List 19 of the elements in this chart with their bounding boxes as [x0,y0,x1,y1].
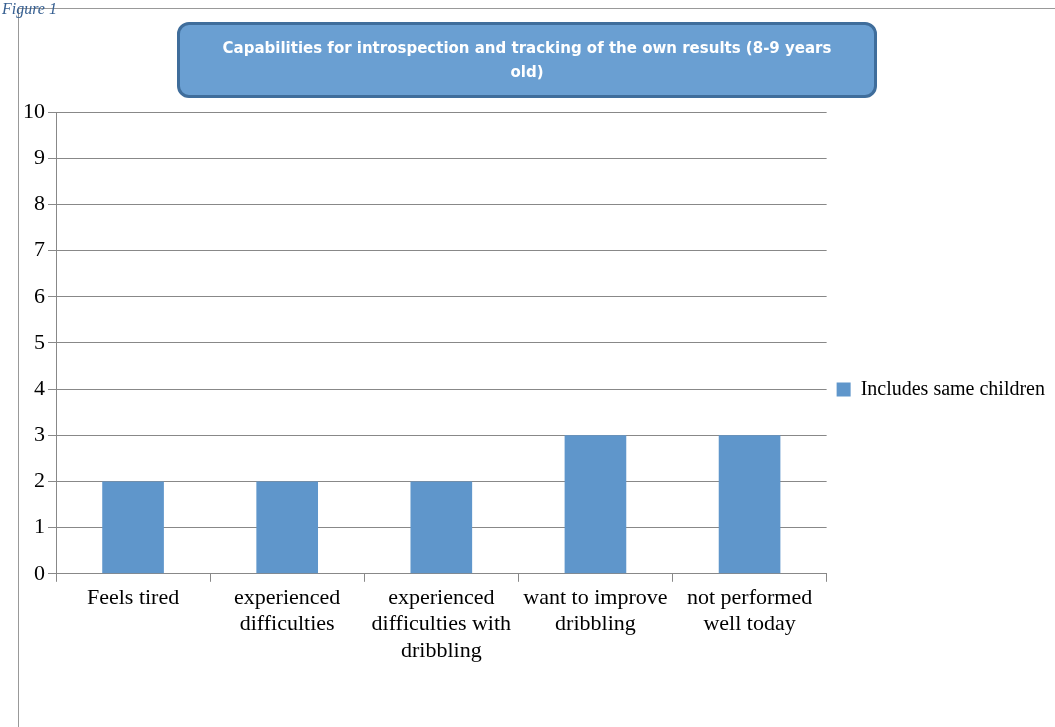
y-tick-label: 6 [34,282,45,308]
x-tick-label: experienced difficulties [234,583,341,636]
x-tick-label: experienced difficulties with dribbling [371,583,512,662]
y-tick-label: 7 [34,236,45,262]
y-tick-label: 2 [34,467,45,493]
y-tick-label: 8 [34,190,45,216]
legend-label: Includes same children [860,376,1045,399]
y-tick-label: 9 [34,143,45,169]
y-tick-label: 10 [23,97,45,123]
y-tick-label: 3 [34,421,45,447]
y-tick-label: 0 [34,559,45,585]
caption: Figure 1 [2,0,57,18]
x-tick-label: Feels tired [86,583,180,609]
x-tick-label: want to improve dribbling [523,583,668,636]
chart-title: Capabilities for introspection and tracking of the own results (8-9 years old) [177,22,877,98]
y-tick-label: 1 [34,513,45,539]
y-tick-label: 4 [34,374,45,400]
x-tick-label: not performed well today [686,583,813,636]
y-tick-label: 5 [34,328,45,354]
